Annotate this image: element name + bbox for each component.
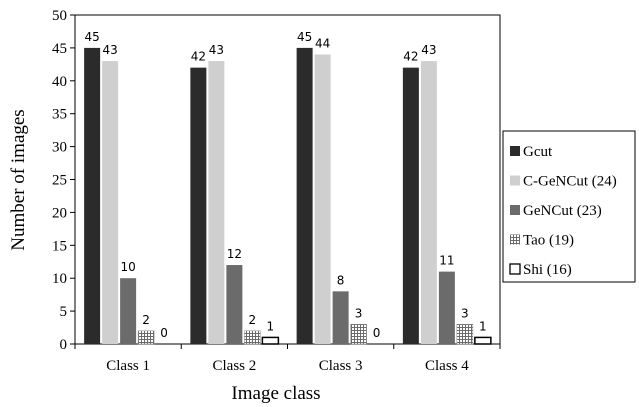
- legend: Gcut C-GeNCut (24) GeNCut (23) Tao (19) Shi …: [502, 130, 636, 283]
- legend-label: C-GeNCut (24): [523, 174, 617, 190]
- legend-label: Tao (19): [523, 233, 574, 249]
- data-label: 0: [373, 326, 381, 340]
- y-tick-label: 35: [52, 107, 67, 123]
- y-tick-label: 5: [60, 304, 68, 320]
- bar: [456, 324, 474, 345]
- legend-swatch: [510, 205, 520, 215]
- data-label: 0: [160, 326, 168, 340]
- legend-label: GeNCut (23): [523, 203, 602, 219]
- x-axis-title: Image class: [231, 383, 320, 404]
- data-label: 43: [209, 43, 224, 57]
- x-tick-label: Class 3: [319, 358, 363, 374]
- x-tick-label: Class 2: [212, 358, 256, 374]
- bar: [332, 291, 349, 344]
- bar: [120, 278, 137, 344]
- bar: [244, 330, 261, 345]
- legend-label: Gcut: [523, 144, 553, 160]
- bars-group: [84, 47, 492, 345]
- bar: [474, 336, 492, 345]
- bar: [226, 265, 243, 344]
- bar: [208, 61, 225, 345]
- bar: [84, 47, 101, 345]
- data-label: 43: [421, 43, 436, 57]
- bar: [137, 330, 155, 345]
- data-label: 8: [337, 273, 345, 287]
- legend-box: [502, 130, 636, 283]
- data-label: 2: [142, 313, 150, 327]
- data-label: 1: [479, 319, 487, 333]
- y-tick-label: 45: [52, 41, 67, 57]
- data-label: 11: [439, 254, 454, 268]
- bar: [314, 54, 331, 344]
- y-tick-label: 25: [52, 173, 67, 189]
- bar: [350, 324, 367, 345]
- y-tick-label: 15: [52, 238, 67, 254]
- y-axis-title: Number of images: [8, 109, 29, 250]
- x-tick-label: Class 1: [106, 358, 150, 374]
- data-label: 43: [102, 43, 117, 57]
- data-label: 42: [403, 50, 418, 64]
- data-label: 10: [120, 260, 135, 274]
- bar: [296, 47, 313, 345]
- legend-swatch: [510, 234, 520, 245]
- legend-swatch: [509, 263, 521, 275]
- bar: [102, 61, 119, 345]
- data-label: 3: [355, 306, 363, 320]
- y-tick-label: 10: [52, 271, 67, 287]
- data-label: 2: [249, 313, 257, 327]
- bar: [402, 67, 419, 344]
- data-label: 12: [227, 247, 242, 261]
- y-tick-label: 0: [60, 337, 68, 353]
- y-tick-label: 40: [52, 74, 67, 90]
- y-tick-label: 30: [52, 140, 67, 156]
- y-tick-label: 20: [52, 205, 67, 221]
- data-label: 1: [267, 319, 275, 333]
- bar: [420, 61, 437, 345]
- bar: [190, 67, 207, 344]
- data-label: 3: [461, 306, 469, 320]
- data-label: 45: [297, 30, 312, 44]
- bar: [438, 271, 455, 344]
- data-label: 45: [84, 30, 99, 44]
- bar: [261, 336, 280, 345]
- legend-swatch: [510, 146, 520, 156]
- data-label: 42: [191, 50, 206, 64]
- legend-swatch: [510, 175, 520, 186]
- x-tick-label: Class 4: [425, 358, 469, 374]
- y-tick-label: 50: [52, 8, 67, 24]
- data-label: 44: [315, 36, 330, 50]
- legend-label: Shi (16): [523, 262, 572, 278]
